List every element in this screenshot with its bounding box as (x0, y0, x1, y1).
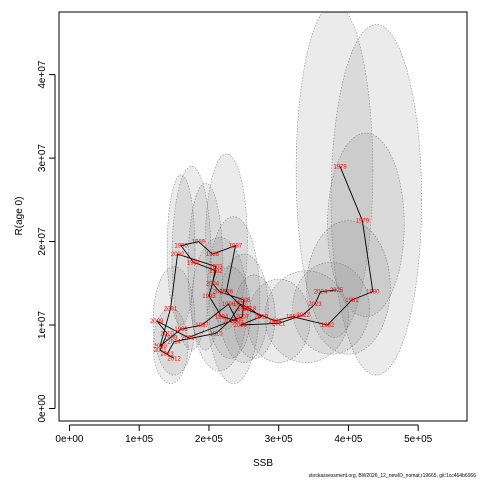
x-axis: 0e+00 1e+05 2e+05 3e+05 4e+05 5e+05 (55, 424, 433, 445)
year-label-2018: 2018 (243, 306, 257, 312)
x-tick-label: 0e+00 (55, 434, 84, 445)
x-tick-label: 2e+05 (195, 434, 224, 445)
year-label-1998: 1998 (174, 327, 188, 333)
year-labels: 1978 1979 1980 1981 1982 2024 2025 2023 19831984… (150, 164, 380, 362)
plot-frame (58, 11, 468, 422)
year-label-2010: 2010 (160, 331, 174, 337)
uncertainty-ellipse (206, 216, 261, 384)
uncertainty-ellipse (330, 24, 422, 376)
year-label-2021: 2021 (272, 321, 286, 327)
year-label-2023: 2023 (308, 302, 322, 308)
year-label-1979: 1979 (356, 219, 370, 225)
year-label-1996: 1996 (222, 302, 236, 308)
year-label-2017: 2017 (234, 302, 248, 308)
year-label-2019: 2019 (255, 315, 269, 321)
y-axis-title: R(age 0) (14, 197, 25, 236)
plot-background (59, 12, 467, 421)
year-label-2022: 2022 (296, 313, 310, 319)
year-label-2004: 2004 (206, 281, 220, 287)
y-axis: 0e+00 1e+07 2e+07 3e+07 4e+07 (37, 60, 56, 423)
year-label-2003: 2003 (209, 265, 223, 271)
y-tick-label: 4e+07 (37, 60, 48, 89)
x-tick-label: 5e+05 (404, 434, 433, 445)
year-label-2012: 2012 (167, 356, 181, 362)
x-tick-label: 4e+05 (334, 434, 363, 445)
uncertainty-ellipse (306, 220, 391, 355)
y-tick-label: 3e+07 (37, 144, 48, 173)
uncertainty-ellipse (327, 132, 405, 317)
year-label-2014: 2014 (167, 340, 181, 346)
footer-credit: stockassessment.org, BW2026_12_newID_nom… (309, 473, 477, 479)
y-tick-label: 2e+07 (37, 227, 48, 256)
year-label-1981: 1981 (345, 298, 359, 304)
year-label-1999: 1999 (164, 336, 178, 342)
uncertainty-ellipses (152, 12, 422, 384)
year-label-2016: 2016 (223, 319, 237, 325)
year-label-1987: 1987 (229, 244, 243, 250)
y-tick-label: 1e+07 (37, 311, 48, 340)
x-axis-title: SSB (253, 458, 273, 469)
year-label-1988: 1988 (206, 252, 220, 258)
uncertainty-ellipse (264, 270, 349, 363)
year-label-2015: 2015 (209, 331, 223, 337)
year-label-1982: 1982 (321, 323, 335, 329)
year-label-2005: 2005 (213, 290, 227, 296)
year-label-1990: 1990 (174, 244, 188, 250)
year-label-1989: 1989 (192, 240, 206, 246)
uncertainty-ellipse (233, 274, 276, 359)
year-label-1980: 1980 (366, 290, 380, 296)
uncertainty-ellipse (295, 12, 374, 338)
year-label-1983: 1983 (286, 315, 300, 321)
year-label-1993: 1993 (202, 294, 216, 300)
year-label-2001: 2001 (164, 306, 178, 312)
uncertainty-ellipse (208, 266, 252, 359)
year-label-1994: 1994 (215, 315, 229, 321)
recruitment-path-line (156, 166, 374, 359)
uncertainty-ellipse (205, 153, 248, 330)
year-label-2007: 2007 (236, 315, 250, 321)
year-label-1978: 1978 (333, 164, 347, 170)
uncertainty-ellipse (166, 174, 196, 326)
year-label-2002: 2002 (171, 252, 185, 258)
x-tick-label: 1e+05 (125, 434, 154, 445)
y-tick-label: 0e+00 (37, 394, 48, 423)
year-label-2009: 2009 (150, 319, 164, 325)
year-label-2000: 2000 (153, 344, 167, 350)
year-label-2024: 2024 (314, 290, 328, 296)
year-label-2020: 2020 (234, 323, 248, 329)
year-label-1985: 1985 (237, 306, 251, 312)
year-label-1997: 1997 (195, 323, 209, 329)
year-label-2008: 2008 (181, 336, 195, 342)
year-label-2025: 2025 (330, 288, 344, 294)
year-label-1991: 1991 (187, 260, 201, 266)
year-label-2011: 2011 (154, 348, 168, 354)
year-label-1984: 1984 (269, 319, 283, 325)
time-series-path (156, 166, 374, 359)
year-label-1986: 1986 (220, 290, 234, 296)
year-label-1995: 1995 (230, 319, 244, 325)
x-tick-label: 3e+05 (265, 434, 294, 445)
year-label-1992: 1992 (209, 269, 223, 275)
year-label-2013: 2013 (160, 352, 174, 358)
uncertainty-ellipse (152, 266, 196, 376)
year-label-2006: 2006 (237, 298, 251, 304)
